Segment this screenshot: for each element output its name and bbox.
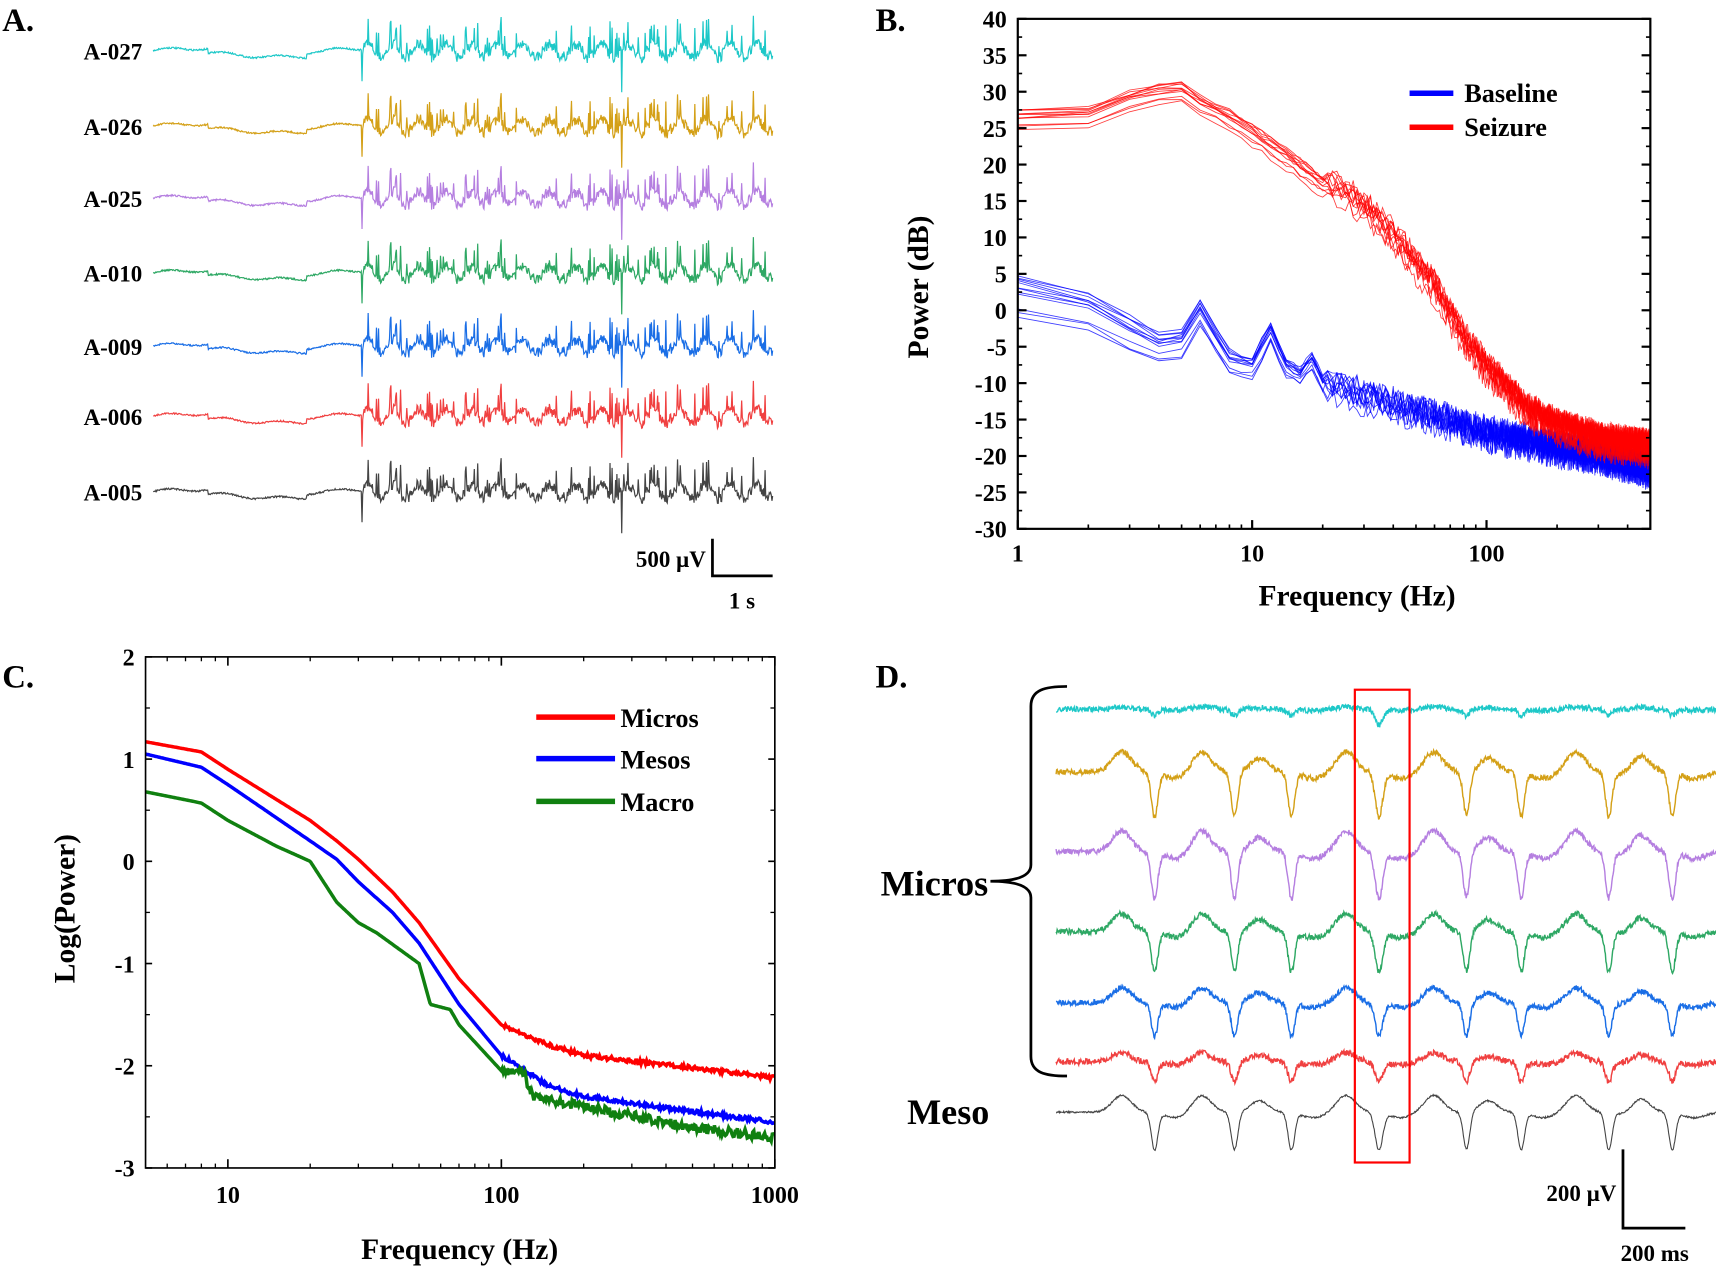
series-seizure-line	[1017, 83, 1651, 451]
channel-label-A-025: A-025	[84, 187, 143, 212]
series-seizure-line	[1017, 89, 1651, 456]
trace-channel-5	[1055, 983, 1716, 1041]
y-tick-label: 5	[995, 263, 1007, 289]
y-tick-label: -2	[115, 1055, 135, 1081]
legend-label-seizure: Seizure	[1464, 113, 1547, 142]
panel-b-ticks: 40 35 30 25 20 15 10 5 0 -5 -10 -15 -20 -25 -301 10 100	[975, 8, 1651, 568]
trace-channel-2	[1055, 747, 1716, 820]
legend-label-mesos: Mesos	[621, 746, 691, 775]
trace-channel-7	[1055, 1093, 1716, 1152]
y-tick-label: -20	[975, 445, 1007, 471]
channel-label-A-006: A-006	[84, 405, 143, 430]
highlight-box	[1353, 688, 1411, 1164]
micros-brace	[990, 685, 1068, 1078]
meso-group-label: Meso	[907, 1092, 989, 1132]
y-tick-label: -15	[975, 408, 1007, 434]
panel-label-b: B.	[876, 3, 906, 39]
panel-b-legend: Baseline Seizure	[1409, 79, 1558, 142]
series-seizure-line	[1017, 89, 1651, 456]
x-tick-label: 100	[483, 1183, 519, 1209]
panel-c-legend: Micros Mesos Macro	[536, 704, 699, 817]
y-tick-label: 25	[983, 117, 1007, 143]
series-seizure-line	[1017, 88, 1651, 455]
scale-bar-voltage: 500 µV	[636, 547, 706, 572]
legend-label-micros: Micros	[621, 704, 699, 733]
trace-A-025	[152, 162, 774, 240]
y-tick-label: 30	[983, 80, 1007, 106]
y-tick-label: -25	[975, 481, 1007, 507]
channel-label-A-027: A-027	[84, 39, 143, 64]
y-tick-label: 1	[123, 748, 135, 774]
panel-b-ylabel: Power (dB)	[903, 215, 935, 358]
x-tick-label: 100	[1468, 542, 1504, 568]
series-mesos-line	[145, 752, 776, 1126]
legend-label-baseline: Baseline	[1464, 79, 1557, 108]
scale-bar-lines	[1621, 1149, 1686, 1230]
y-tick-label: -30	[975, 518, 1007, 544]
y-tick-label: 35	[983, 44, 1007, 70]
series-baseline-line	[1017, 316, 1651, 491]
series-seizure-line	[1017, 83, 1651, 451]
scale-bar-time: 1 s	[729, 589, 755, 614]
y-tick-label: -5	[987, 335, 1007, 361]
micros-group-label: Micros	[881, 863, 989, 903]
x-tick-label: 1	[1012, 542, 1024, 568]
trace-A-009	[152, 310, 774, 388]
y-tick-label: 0	[123, 850, 135, 876]
series-macro-line	[145, 790, 775, 1148]
series-micros-line	[145, 739, 776, 1085]
panel-d-scale-bar: 200 µV 200 ms	[1546, 1149, 1689, 1266]
trace-A-026	[152, 90, 774, 168]
x-tick-label: 1000	[751, 1183, 799, 1209]
panel-d-traces	[1055, 702, 1716, 1152]
y-tick-label: 10	[983, 226, 1007, 252]
series-seizure-line	[1017, 95, 1651, 464]
channel-label-A-010: A-010	[84, 262, 143, 287]
trace-channel-3	[1055, 826, 1716, 902]
panel-b-xlabel: Frequency (Hz)	[1258, 580, 1455, 612]
panel-c-ticks: 210-1-2-310 100 1000	[115, 646, 799, 1209]
channel-label-A-026: A-026	[84, 115, 143, 140]
y-tick-label: 40	[983, 8, 1007, 34]
scale-bar-voltage: 200 µV	[1546, 1181, 1616, 1206]
channel-label-A-005: A-005	[84, 480, 143, 505]
panel-c-frame	[144, 656, 776, 1169]
panel-c-lines	[145, 739, 776, 1148]
panel-c-chart: 210-1-2-310 100 1000 Frequency (Hz) Log(Po…	[49, 646, 798, 1266]
y-tick-label: 0	[995, 299, 1007, 325]
y-tick-label: 15	[983, 190, 1007, 216]
trace-A-010	[152, 237, 774, 315]
channel-label-A-009: A-009	[84, 335, 143, 360]
y-tick-label: -10	[975, 372, 1007, 398]
y-tick-label: -3	[115, 1157, 135, 1183]
legend-label-macro: Macro	[621, 788, 695, 817]
panel-label-a: A.	[2, 3, 34, 39]
y-tick-label: 20	[983, 153, 1007, 179]
scale-bar-time: 200 ms	[1621, 1241, 1689, 1266]
panel-label-d: D.	[876, 660, 908, 696]
scale-bar-lines	[711, 538, 773, 578]
trace-channel-6	[1055, 1047, 1716, 1087]
trace-A-006	[153, 380, 774, 458]
panel-label-c: C.	[2, 660, 34, 696]
panel-c-xlabel: Frequency (Hz)	[361, 1234, 558, 1266]
series-seizure-line	[1017, 87, 1651, 454]
y-tick-label: 2	[123, 646, 135, 672]
trace-A-005	[152, 457, 774, 534]
panel-a-traces: A-027 A-026 A-025 A-010 A-009 A-006 A-005	[84, 15, 774, 534]
x-tick-label: 10	[216, 1183, 240, 1209]
series-seizure-line	[1017, 90, 1651, 456]
trace-channel-1	[1056, 702, 1716, 728]
x-tick-label: 10	[1240, 542, 1264, 568]
panel-a-scale-bar: 500 µV 1 s	[636, 538, 773, 614]
trace-channel-4	[1055, 909, 1716, 976]
panel-b-lines	[1017, 81, 1651, 491]
panel-c-ylabel: Log(Power)	[49, 834, 81, 983]
trace-A-027	[152, 15, 774, 93]
y-tick-label: -1	[115, 952, 135, 978]
